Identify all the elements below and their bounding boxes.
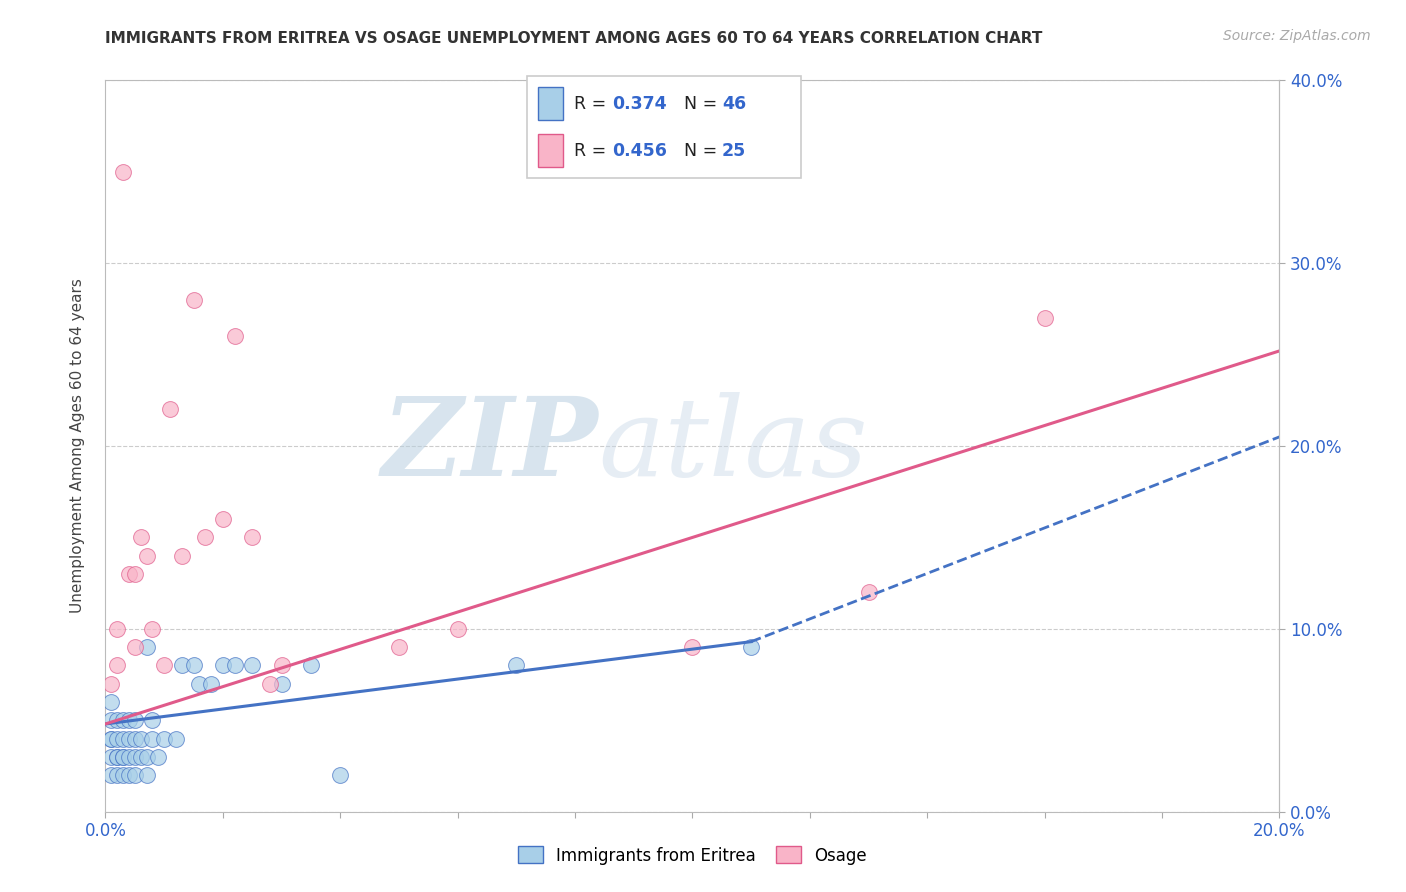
Point — [259, 676, 281, 690]
Point — [682, 640, 704, 655]
Point — [105, 622, 128, 636]
Point — [188, 676, 211, 690]
Text: 46: 46 — [721, 95, 747, 112]
Point — [129, 731, 152, 746]
Point — [100, 768, 122, 782]
Text: IMMIGRANTS FROM ERITREA VS OSAGE UNEMPLOYMENT AMONG AGES 60 TO 64 YEARS CORRELAT: IMMIGRANTS FROM ERITREA VS OSAGE UNEMPLO… — [105, 31, 1043, 46]
Point — [1033, 311, 1056, 326]
Point — [329, 768, 352, 782]
Point — [112, 749, 135, 764]
Point — [153, 731, 176, 746]
Point — [270, 658, 292, 673]
Point — [100, 714, 122, 728]
Point — [118, 768, 141, 782]
FancyBboxPatch shape — [527, 76, 801, 178]
Point — [148, 749, 170, 764]
Point — [100, 731, 122, 746]
Point — [200, 676, 222, 690]
Point — [183, 658, 205, 673]
Point — [118, 567, 141, 582]
Point — [211, 512, 233, 526]
Point — [112, 749, 135, 764]
Bar — [538, 135, 562, 167]
Point — [740, 640, 762, 655]
Point — [270, 676, 292, 690]
Text: N =: N = — [683, 95, 723, 112]
Text: 0.456: 0.456 — [612, 142, 666, 160]
Point — [170, 549, 193, 563]
Point — [100, 695, 122, 709]
Point — [224, 658, 246, 673]
Point — [105, 658, 128, 673]
Point — [224, 329, 246, 343]
Point — [118, 714, 141, 728]
Text: R =: R = — [574, 142, 612, 160]
Point — [112, 165, 135, 179]
Point — [118, 749, 141, 764]
Point — [105, 714, 128, 728]
Point — [124, 567, 146, 582]
Point — [100, 731, 122, 746]
Point — [105, 768, 128, 782]
Bar — [538, 87, 562, 120]
Text: Source: ZipAtlas.com: Source: ZipAtlas.com — [1223, 29, 1371, 43]
Point — [240, 658, 263, 673]
Point — [105, 749, 128, 764]
Point — [129, 749, 152, 764]
Text: N =: N = — [683, 142, 723, 160]
Point — [159, 402, 181, 417]
Point — [129, 530, 152, 544]
Legend: Immigrants from Eritrea, Osage: Immigrants from Eritrea, Osage — [509, 838, 876, 873]
Point — [141, 622, 163, 636]
Point — [112, 768, 135, 782]
Point — [105, 731, 128, 746]
Point — [135, 749, 157, 764]
Point — [124, 731, 146, 746]
Point — [299, 658, 322, 673]
Text: atlas: atlas — [599, 392, 868, 500]
Y-axis label: Unemployment Among Ages 60 to 64 years: Unemployment Among Ages 60 to 64 years — [70, 278, 84, 614]
Point — [135, 549, 157, 563]
Text: R =: R = — [574, 95, 612, 112]
Point — [194, 530, 217, 544]
Point — [105, 749, 128, 764]
Point — [135, 640, 157, 655]
Point — [446, 622, 468, 636]
Point — [124, 714, 146, 728]
Point — [183, 293, 205, 307]
Point — [112, 731, 135, 746]
Point — [170, 658, 193, 673]
Point — [153, 658, 176, 673]
Point — [112, 714, 135, 728]
Point — [124, 749, 146, 764]
Point — [100, 676, 122, 690]
Text: 25: 25 — [721, 142, 747, 160]
Point — [124, 768, 146, 782]
Point — [100, 749, 122, 764]
Point — [858, 585, 880, 599]
Point — [505, 658, 527, 673]
Point — [388, 640, 411, 655]
Point — [240, 530, 263, 544]
Point — [141, 731, 163, 746]
Point — [141, 714, 163, 728]
Text: ZIP: ZIP — [382, 392, 599, 500]
Point — [135, 768, 157, 782]
Text: 0.374: 0.374 — [612, 95, 666, 112]
Point — [211, 658, 233, 673]
Point — [124, 640, 146, 655]
Point — [118, 731, 141, 746]
Point — [165, 731, 187, 746]
